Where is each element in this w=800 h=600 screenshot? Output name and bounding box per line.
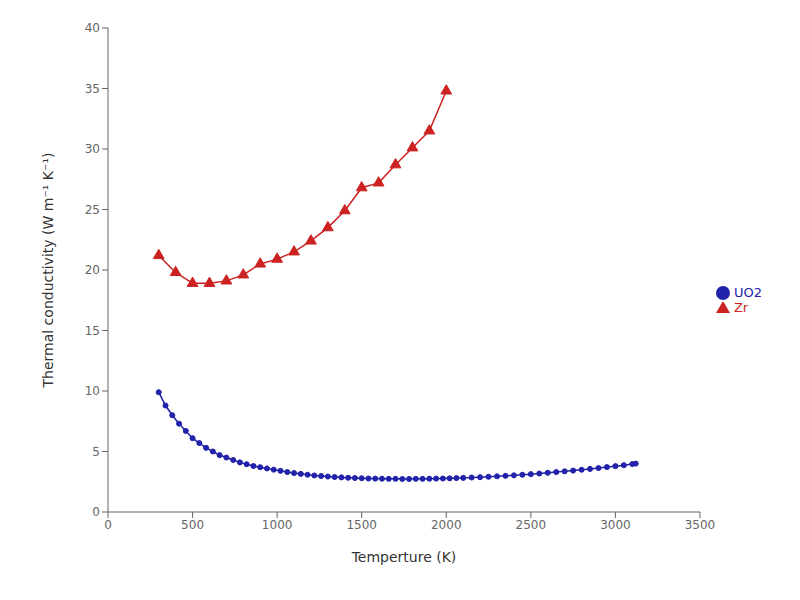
svg-text:0: 0 bbox=[92, 505, 100, 519]
svg-text:0: 0 bbox=[104, 518, 112, 532]
svg-text:30: 30 bbox=[85, 142, 100, 156]
svg-text:20: 20 bbox=[85, 263, 100, 277]
svg-text:2500: 2500 bbox=[516, 518, 547, 532]
svg-text:5: 5 bbox=[92, 445, 100, 459]
svg-text:35: 35 bbox=[85, 82, 100, 96]
svg-text:1000: 1000 bbox=[262, 518, 293, 532]
html-text:Zr: Zr bbox=[734, 300, 749, 315]
svg-text:3500: 3500 bbox=[685, 518, 716, 532]
svg-text:1500: 1500 bbox=[346, 518, 377, 532]
svg-text:40: 40 bbox=[85, 21, 100, 35]
svg-text:500: 500 bbox=[181, 518, 204, 532]
svg-text:25: 25 bbox=[85, 203, 100, 217]
svg-text:3000: 3000 bbox=[600, 518, 631, 532]
svg-text:2000: 2000 bbox=[431, 518, 462, 532]
html-text:UO2: UO2 bbox=[734, 284, 762, 300]
svg-text:15: 15 bbox=[85, 324, 100, 338]
svg-text:Thermal conductivity (W m⁻¹ K⁻: Thermal conductivity (W m⁻¹ K⁻¹) bbox=[40, 153, 56, 389]
svg-text:Temperture (K): Temperture (K) bbox=[351, 549, 457, 565]
svg-text:10: 10 bbox=[85, 384, 100, 398]
